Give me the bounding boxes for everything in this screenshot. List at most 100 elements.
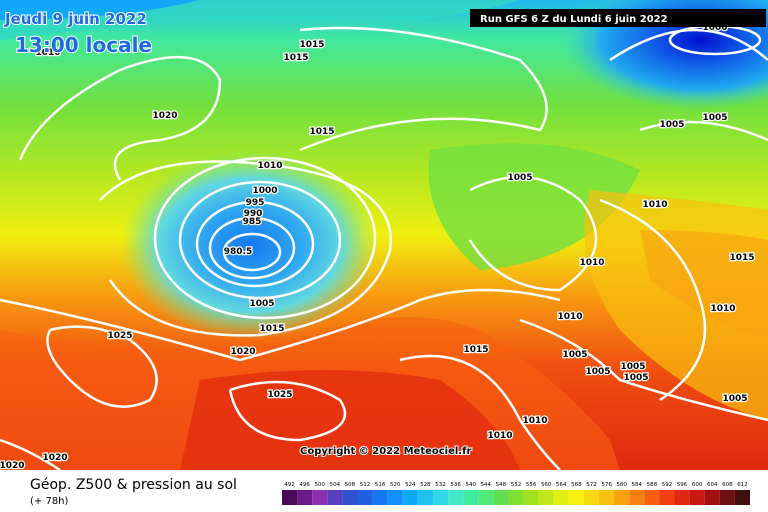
colorbar-label: 608 (722, 482, 733, 488)
colorbar-label: 612 (737, 482, 748, 488)
footer-lead: (+ 78h) (30, 496, 69, 507)
colorbar-label: 508 (345, 482, 356, 488)
colorbar-swatch (704, 490, 720, 505)
isobar-label: 1025 (107, 331, 132, 341)
colorbar-swatch (297, 490, 313, 505)
colorbar-swatch (538, 490, 554, 505)
isobar-label: 1020 (0, 461, 25, 471)
colorbar-swatch (644, 490, 660, 505)
run-info: Run GFS 6 Z du Lundi 6 juin 2022 (480, 14, 668, 25)
colorbar-swatch (508, 490, 524, 505)
isobar-label: 985 (243, 217, 262, 227)
colorbar-swatch (674, 490, 690, 505)
isobar-label: 1005 (659, 120, 684, 130)
colorbar-label: 596 (677, 482, 688, 488)
time: 13:00 locale (15, 33, 152, 57)
colorbar-label: 564 (556, 482, 567, 488)
colorbar-label: 544 (481, 482, 492, 488)
colorbar-label: 512 (360, 482, 371, 488)
colorbar-swatch (357, 490, 373, 505)
isobar-label: 1025 (267, 390, 292, 400)
colorbar-label: 600 (692, 482, 703, 488)
isobar-label: 1010 (557, 312, 582, 322)
colorbar-swatch (432, 490, 449, 505)
colorbar-label: 520 (390, 482, 401, 488)
colorbar-label: 496 (299, 482, 310, 488)
isobar-label: 1010 (642, 200, 667, 210)
isobar-label: 1005 (507, 173, 532, 183)
colorbar-label: 492 (284, 482, 295, 488)
isobar-label: 1000 (252, 186, 277, 196)
isobar-label: 1015 (463, 345, 488, 355)
colorbar-swatch (553, 490, 569, 505)
colorbar-label: 532 (435, 482, 446, 488)
colorbar-swatch (689, 490, 705, 505)
isobar-label: 1010 (257, 161, 282, 171)
colorbar-label: 592 (662, 482, 673, 488)
colorbar-swatch (568, 490, 584, 505)
colorbar-swatch (629, 490, 645, 505)
colorbar-swatch (478, 490, 494, 505)
colorbar-label: 540 (465, 482, 476, 488)
colorbar: 492 496 500 504 508 512 516 520 524 528 532 536 540 5… (282, 482, 750, 505)
colorbar-swatch (372, 490, 388, 505)
isobar-label: 1010 (522, 416, 547, 426)
colorbar-label: 584 (632, 482, 643, 488)
isobar-label: 1005 (623, 373, 648, 383)
run-box (470, 9, 766, 27)
isobar-label: 1015 (259, 324, 284, 334)
isobar-label: 1005 (722, 394, 747, 404)
colorbar-label: 572 (586, 482, 597, 488)
isobar-label: 1015 (309, 127, 334, 137)
colorbar-label: 556 (526, 482, 537, 488)
colorbar-swatch (719, 490, 735, 505)
isobar-label: 980.5 (224, 247, 252, 257)
colorbar-swatch (463, 490, 479, 505)
isobar-label: 1010 (487, 431, 512, 441)
footer-title: Géop. Z500 & pression au sol (30, 477, 237, 493)
colorbar-swatch (448, 490, 464, 505)
colorbar-swatch (523, 490, 539, 505)
colorbar-label: 504 (330, 482, 341, 488)
isobar-label: 1005 (620, 362, 645, 372)
colorbar-label: 568 (571, 482, 582, 488)
isobar-label: 1005 (702, 113, 727, 123)
colorbar-swatch (599, 490, 615, 505)
colorbar-swatch (659, 490, 675, 505)
isobar-label: 1005 (562, 350, 587, 360)
colorbar-label: 552 (511, 482, 522, 488)
colorbar-label: 516 (375, 482, 386, 488)
isobar-label: 1015 (729, 253, 754, 263)
colorbar-label: 604 (707, 482, 718, 488)
colorbar-label: 528 (420, 482, 431, 488)
colorbar-swatch (583, 490, 600, 505)
colorbar-label: 536 (450, 482, 461, 488)
colorbar-swatch (734, 490, 750, 505)
colorbar-swatch (417, 490, 433, 505)
isobar-label: 1020 (230, 347, 255, 357)
colorbar-swatch (614, 490, 630, 505)
colorbar-swatch (312, 490, 328, 505)
isobar-label: 1010 (35, 48, 60, 58)
colorbar-swatch (342, 490, 358, 505)
colorbar-label: 548 (496, 482, 507, 488)
colorbar-swatch (282, 490, 298, 505)
colorbar-swatch (387, 490, 403, 505)
colorbar-label: 576 (601, 482, 612, 488)
copyright: Copyright © 2022 Meteociel.fr (300, 446, 471, 457)
isobar-label: 1015 (299, 40, 324, 50)
date: Jeudi 9 juin 2022 (4, 10, 147, 28)
colorbar-label: 560 (541, 482, 552, 488)
isobar-label: 1020 (42, 453, 67, 463)
colorbar-label: 524 (405, 482, 416, 488)
isobar-label: 990 (244, 209, 263, 219)
isobar-label: 995 (246, 198, 265, 208)
colorbar-swatch (493, 490, 509, 505)
isobar-label: 1015 (283, 53, 308, 63)
colorbar-swatch (327, 490, 343, 505)
colorbar-swatch (402, 490, 418, 505)
isobar-label: 1010 (710, 304, 735, 314)
